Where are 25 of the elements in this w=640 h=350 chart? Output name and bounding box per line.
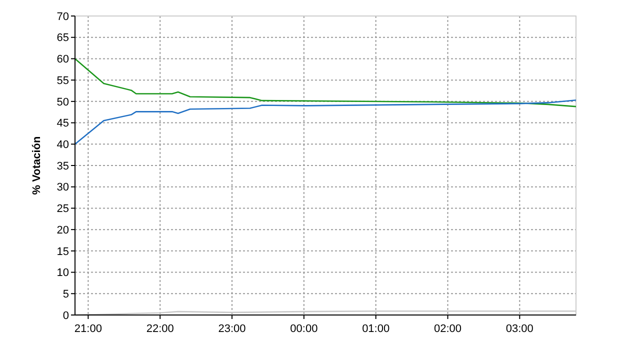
y-tick-label: 10	[56, 267, 69, 280]
y-tick-label: 5	[62, 288, 69, 300]
x-tick-label: 00:00	[290, 323, 318, 335]
x-tick-label: 01:00	[362, 323, 390, 335]
line-series	[74, 58, 577, 108]
y-axis-title: % Votación	[31, 136, 43, 195]
x-tick-label: 22:00	[146, 323, 174, 335]
y-tick-label: 35	[56, 160, 69, 172]
x-tick-label: 03:00	[506, 323, 534, 335]
y-tick-label: 60	[56, 54, 69, 66]
y-tick-label: 45	[56, 118, 69, 130]
y-tick-label: 50	[56, 96, 69, 108]
line-series	[74, 99, 577, 145]
y-tick-label: 15	[56, 246, 69, 258]
y-tick-label: 30	[56, 182, 69, 194]
y-tick-label: 70	[56, 10, 69, 23]
y-tick-label: 40	[56, 138, 69, 151]
y-tick-label: 20	[56, 224, 69, 236]
y-tick-label: 25	[56, 203, 69, 216]
y-tick-label: 0	[62, 310, 69, 322]
y-tick-label: 55	[56, 74, 69, 87]
x-tick-label: 02:00	[434, 323, 462, 335]
x-tick-label: 21:00	[74, 323, 102, 335]
x-tick-label: 23:00	[218, 323, 246, 335]
y-tick-label: 65	[56, 32, 69, 44]
